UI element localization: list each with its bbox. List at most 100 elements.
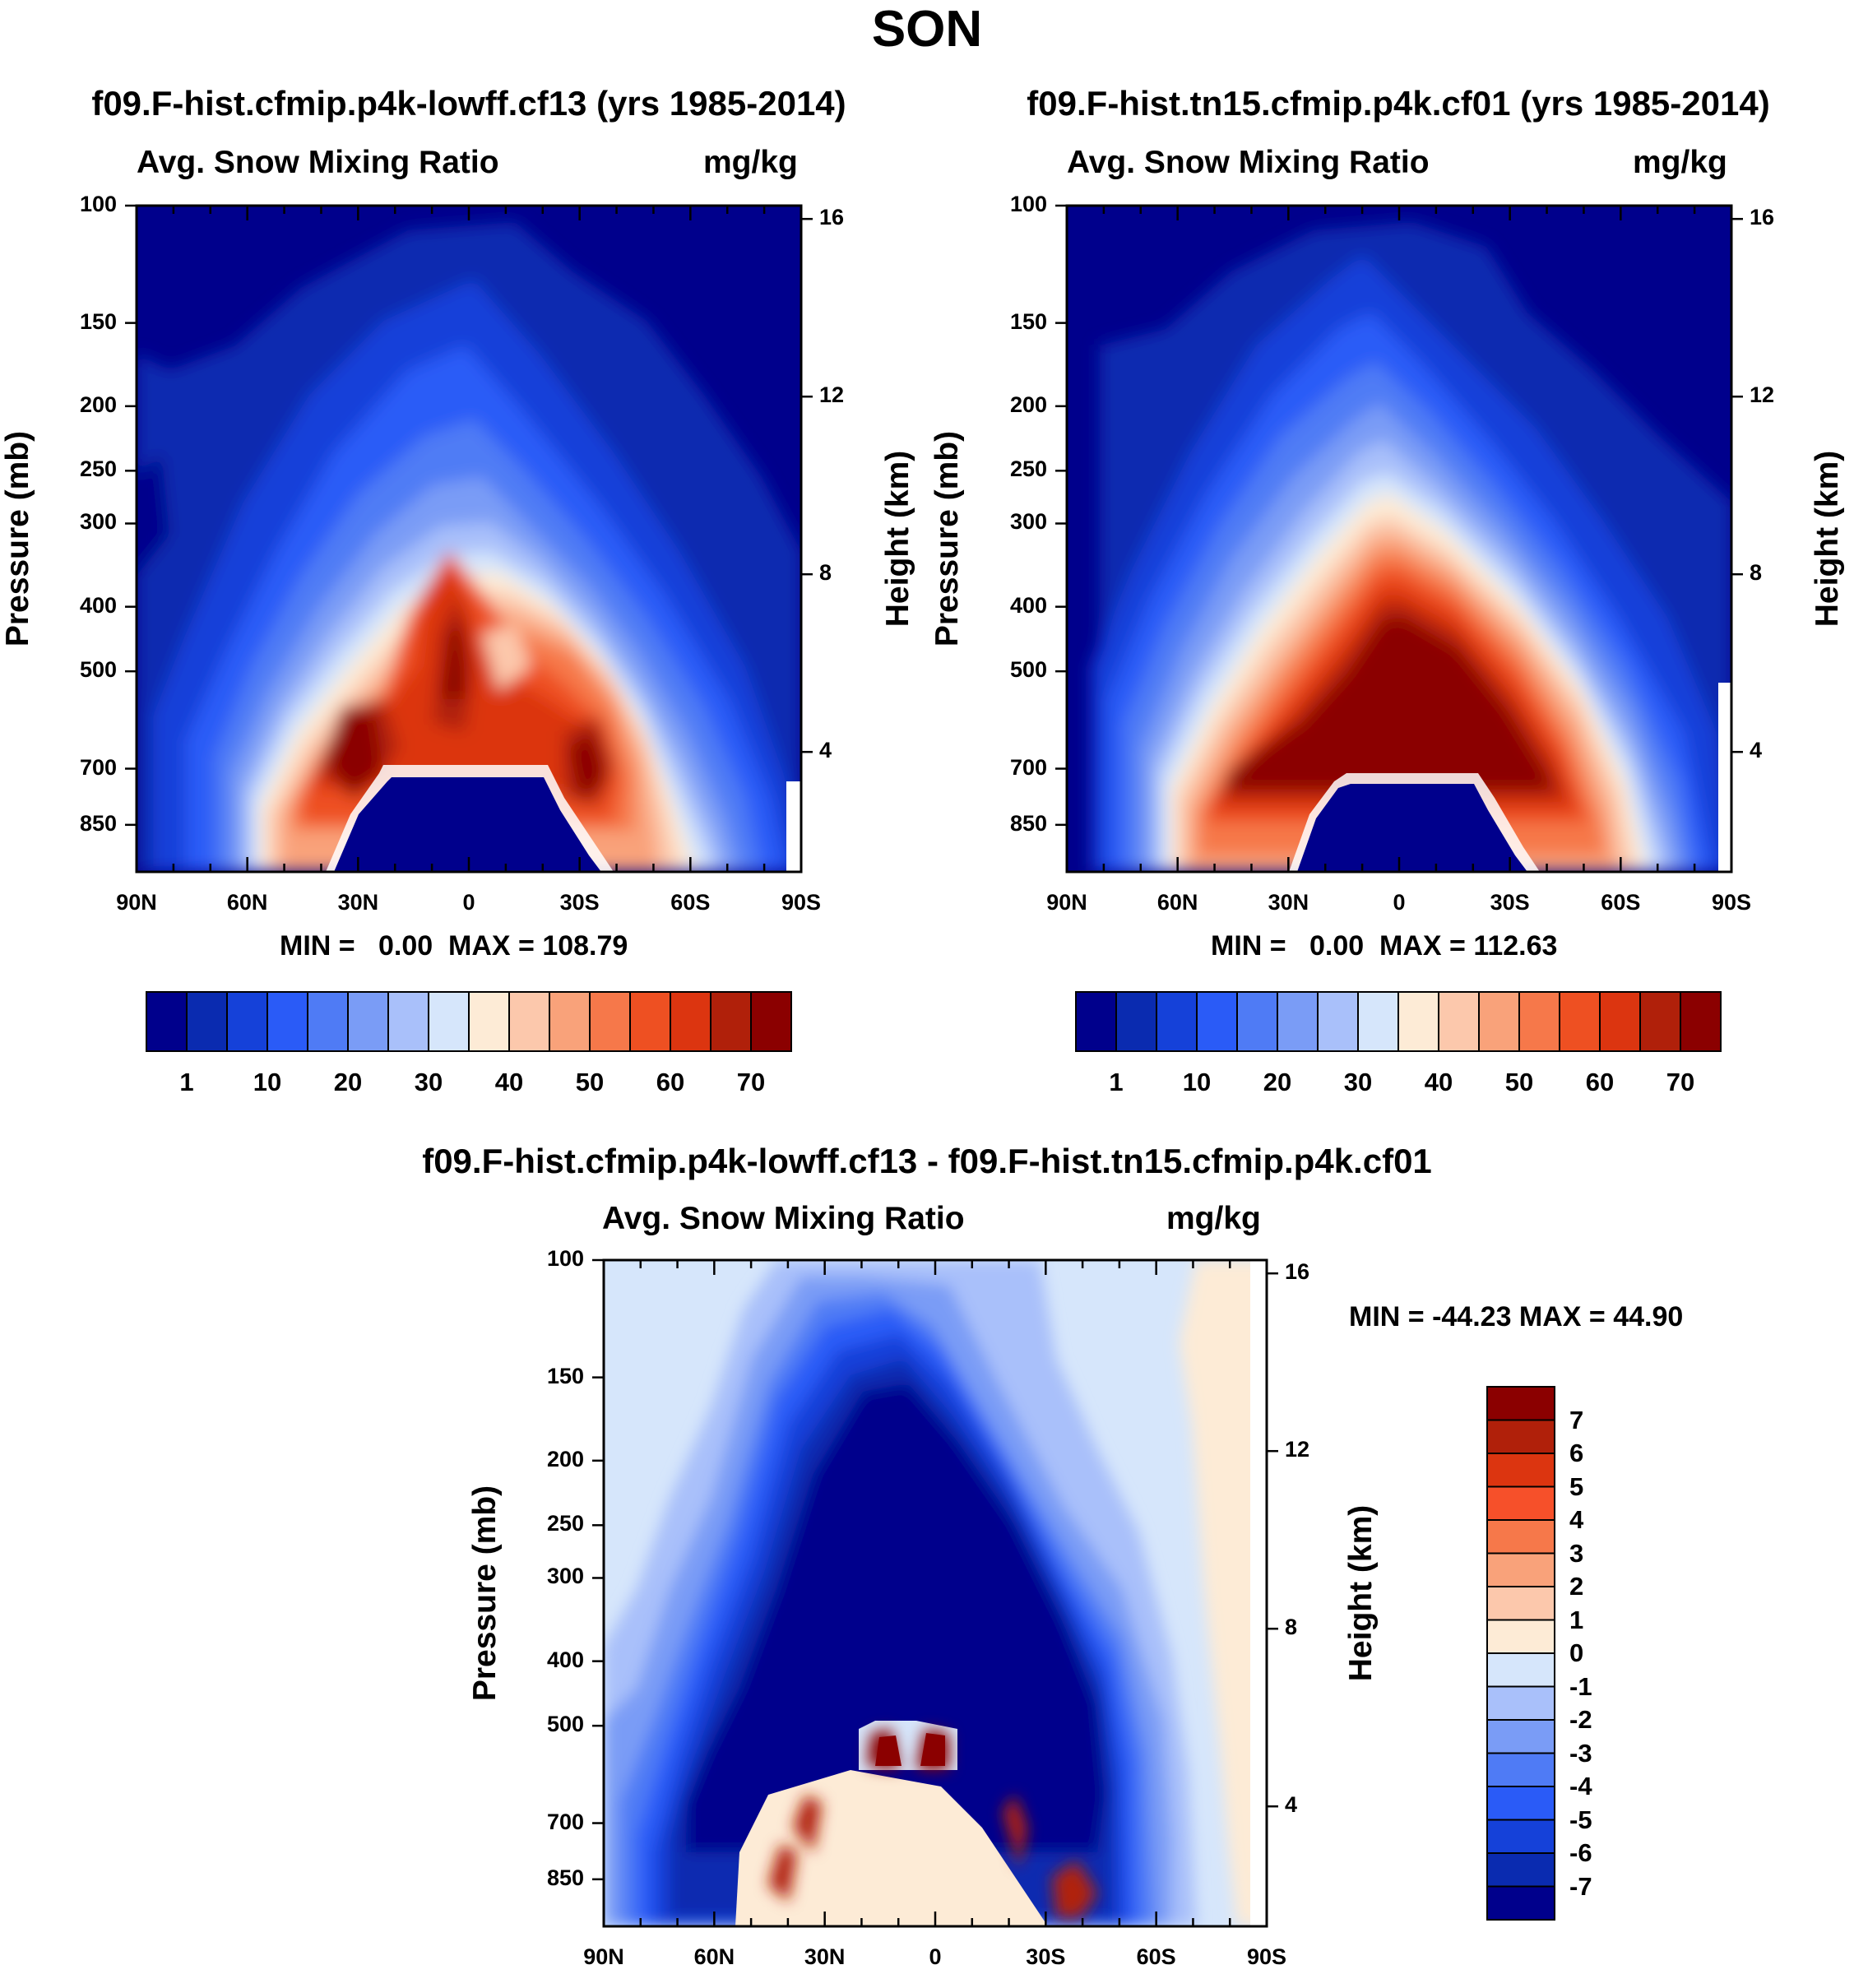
y-right-axis-label: Height (km) xyxy=(880,450,915,628)
colorbar-swatch xyxy=(1518,991,1560,1052)
colorbar-swatch xyxy=(1680,991,1722,1052)
colorbar-swatch xyxy=(1486,1652,1555,1688)
y-right-tick-label: 12 xyxy=(1750,382,1775,408)
colorbar-swatch xyxy=(670,991,711,1052)
x-tick-label: 60S xyxy=(670,890,711,915)
y-tick-label: 200 xyxy=(546,1446,584,1471)
colorbar-swatch xyxy=(387,991,429,1052)
x-tick-label: 60N xyxy=(1156,890,1198,915)
colorbar-label: 4 xyxy=(1569,1505,1584,1534)
colorbar-swatch xyxy=(1486,1719,1555,1754)
colorbar-label: 7 xyxy=(1569,1405,1584,1434)
colorbar-swatch xyxy=(1486,1786,1555,1821)
colorbar xyxy=(1075,991,1722,1052)
x-tick-label: 30N xyxy=(804,1944,846,1969)
colorbar-label: 30 xyxy=(1343,1068,1373,1096)
x-tick-label: 0 xyxy=(929,1944,942,1969)
colorbar-label: 60 xyxy=(1585,1068,1615,1096)
variable-label: Avg. Snow Mixing Ratio xyxy=(137,145,499,180)
units-label: mg/kg xyxy=(703,145,798,180)
min-max-stats: MIN = -44.23 MAX = 44.90 xyxy=(1349,1301,1684,1332)
colorbar-swatch xyxy=(267,991,308,1052)
colorbar-swatch xyxy=(1559,991,1601,1052)
heatmap-plot xyxy=(604,1260,1267,1926)
y-tick-label: 250 xyxy=(1009,456,1047,482)
colorbar-swatch xyxy=(307,991,349,1052)
x-tick-label: 30S xyxy=(1026,1944,1066,1969)
y-tick-label: 250 xyxy=(546,1511,584,1536)
variable-label: Avg. Snow Mixing Ratio xyxy=(1067,145,1430,180)
x-tick-label: 60N xyxy=(693,1944,735,1969)
colorbar-label: 6 xyxy=(1569,1439,1584,1467)
x-tick-label: 90N xyxy=(583,1944,624,1969)
panel-title: f09.F-hist.tn15.cfmip.p4k.cf01 (yrs 1985… xyxy=(1027,84,1770,123)
plot-border xyxy=(135,204,803,874)
colorbar-swatch xyxy=(1115,991,1157,1052)
y-tick-label: 700 xyxy=(79,754,117,780)
y-tick-label: 850 xyxy=(546,1865,584,1890)
y-axis-label: Pressure (mb) xyxy=(929,430,965,647)
colorbar-swatch xyxy=(1486,1485,1555,1521)
y-right-tick-label: 8 xyxy=(1750,560,1763,586)
colorbar-swatch xyxy=(1236,991,1278,1052)
x-tick-label: 90N xyxy=(1046,890,1087,915)
colorbar-swatch xyxy=(428,991,470,1052)
units-label: mg/kg xyxy=(1633,145,1727,180)
colorbar-label: 5 xyxy=(1569,1471,1584,1501)
colorbar-label: -5 xyxy=(1569,1805,1592,1834)
colorbar-swatch xyxy=(1486,1819,1555,1854)
y-tick-label: 700 xyxy=(1009,754,1047,780)
colorbar-label: 10 xyxy=(1182,1068,1212,1096)
y-tick-label: 250 xyxy=(79,456,117,482)
y-right-tick-label: 12 xyxy=(1285,1437,1310,1462)
y-right-tick-label: 16 xyxy=(1750,205,1775,230)
colorbar-label: 40 xyxy=(1424,1068,1453,1096)
x-tick-label: 60S xyxy=(1136,1944,1176,1969)
colorbar-label: 70 xyxy=(736,1068,766,1096)
y-tick-label: 400 xyxy=(1009,592,1047,618)
colorbar-label: -6 xyxy=(1569,1838,1592,1867)
y-axis-label: Pressure (mb) xyxy=(0,430,35,647)
colorbar-label: 40 xyxy=(494,1068,524,1096)
colorbar-swatch xyxy=(1486,1685,1555,1721)
colorbar-swatch xyxy=(508,991,550,1052)
heatmap-plot xyxy=(1067,206,1731,872)
colorbar-label: 1 xyxy=(1569,1605,1584,1634)
colorbar-swatch xyxy=(1486,1519,1555,1555)
y-tick-label: 700 xyxy=(546,1809,584,1834)
colorbar-swatch xyxy=(226,991,268,1052)
colorbar-label: 20 xyxy=(1263,1068,1292,1096)
colorbar-label: 1 xyxy=(179,1068,194,1096)
colorbar-swatch xyxy=(1397,991,1439,1052)
colorbar-swatch xyxy=(629,991,671,1052)
variable-label: Avg. Snow Mixing Ratio xyxy=(602,1201,965,1236)
y-right-axis-label: Height (km) xyxy=(1343,1504,1379,1682)
y-tick-label: 500 xyxy=(1009,657,1047,683)
colorbar-label: 1 xyxy=(1109,1068,1124,1096)
x-tick-label: 60N xyxy=(226,890,268,915)
plot-border xyxy=(602,1258,1268,1928)
y-tick-label: 200 xyxy=(79,392,117,417)
colorbar-swatch xyxy=(1486,1885,1555,1921)
x-tick-label: 30N xyxy=(1268,890,1309,915)
y-tick-label: 400 xyxy=(546,1647,584,1672)
colorbar-swatch xyxy=(1599,991,1641,1052)
plot-border xyxy=(1065,204,1733,874)
y-right-tick-label: 4 xyxy=(1750,738,1763,763)
page-title: SON xyxy=(871,1,983,58)
colorbar-label: -2 xyxy=(1569,1705,1592,1734)
colorbar-label: 0 xyxy=(1569,1638,1584,1667)
axes-frame xyxy=(1055,204,1743,874)
y-right-tick-label: 16 xyxy=(1285,1259,1310,1285)
y-tick-label: 100 xyxy=(1009,192,1047,216)
colorbar-swatch xyxy=(1075,991,1117,1052)
x-tick-label: 60S xyxy=(1601,890,1641,915)
colorbar xyxy=(146,991,792,1052)
x-tick-label: 0 xyxy=(1393,890,1406,915)
colorbar xyxy=(1486,1386,1555,1921)
colorbar-swatch xyxy=(1486,1419,1555,1454)
x-tick-label: 0 xyxy=(462,890,475,915)
y-tick-label: 150 xyxy=(546,1363,584,1388)
colorbar-label: 2 xyxy=(1569,1572,1584,1601)
y-tick-label: 150 xyxy=(1009,308,1047,334)
